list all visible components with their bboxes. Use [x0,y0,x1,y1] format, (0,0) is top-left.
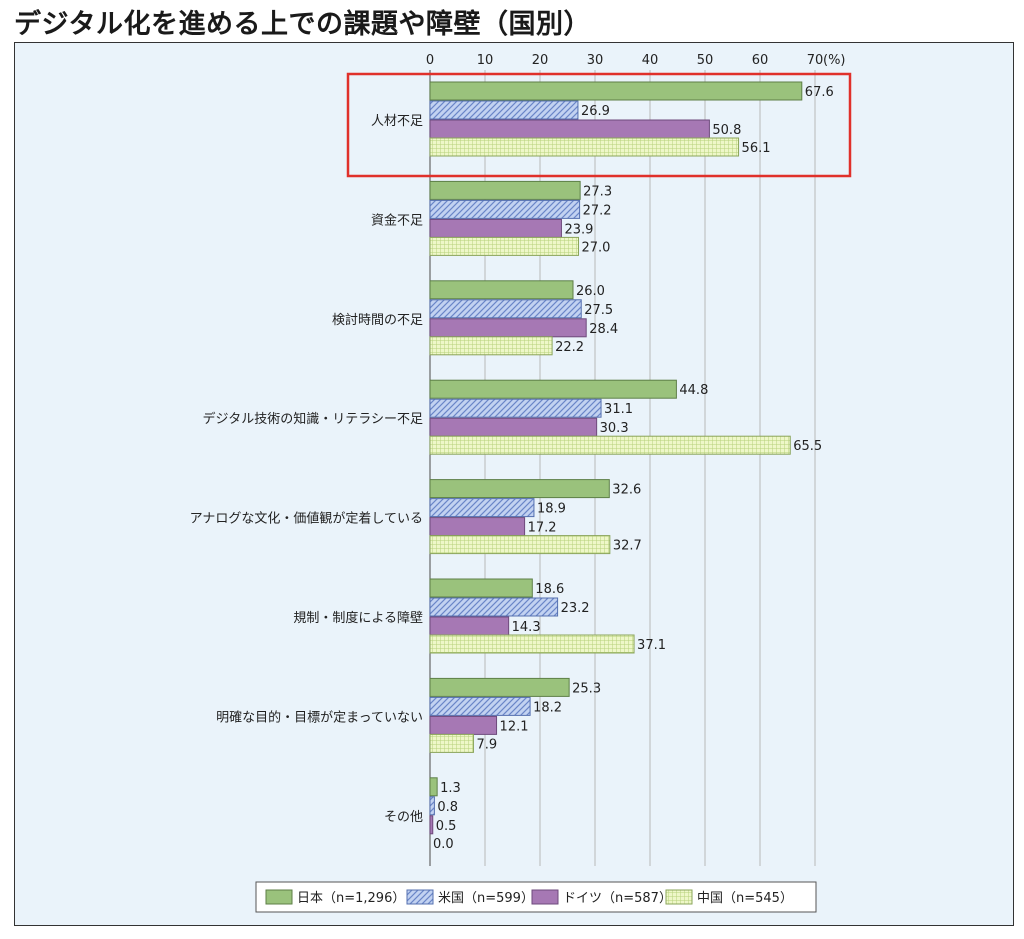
bar-germany [429,616,510,636]
x-tick-label: 30 [587,53,604,68]
value-label: 18.6 [535,582,564,597]
bar-japan [429,81,803,101]
value-label: 23.2 [561,601,590,616]
value-label: 27.2 [583,203,612,218]
value-label: 18.9 [537,502,566,517]
bar-germany [429,318,587,338]
bar-china [429,435,791,455]
value-label: 23.9 [564,222,593,237]
value-label: 0.5 [436,819,457,834]
value-label: 27.3 [583,184,612,199]
highlight-box [346,72,852,178]
bar-china [429,634,635,654]
legend-label-germany: ドイツ（n=587） [563,891,672,906]
bar-japan [429,777,438,797]
bar-china [429,236,579,256]
bar-germany [429,119,710,139]
value-label: 65.5 [793,439,822,454]
highlight-layer [346,72,852,178]
x-unit-label: (%) [823,53,846,68]
bar-china [429,733,474,753]
legend: 日本（n=1,296） 米国（n=599） ドイツ（n=587） 中国（n=545） [255,881,817,913]
category-label: デジタル技術の知識・リテラシー不足 [203,411,423,427]
value-label: 31.1 [604,402,633,417]
bar-japan [429,379,677,399]
bar-usa [429,100,579,120]
category-label: 資金不足 [371,212,423,228]
legend-label-japan: 日本（n=1,296） [297,891,405,906]
value-label: 67.6 [805,85,834,100]
bar-china [429,336,553,356]
value-label: 1.3 [440,781,461,796]
axis-ticks: 0 10 20 30 40 50 60 70 (%) [426,53,846,68]
value-label: 25.3 [572,681,601,696]
value-label: 14.3 [512,620,541,635]
value-label: 12.1 [500,719,529,734]
bar-usa [429,199,581,219]
value-label: 50.8 [712,123,741,138]
bar-usa [429,498,535,518]
value-label: 44.8 [679,383,708,398]
value-label: 17.2 [528,521,557,536]
legend-swatch-usa [406,889,434,905]
value-label: 22.2 [555,340,584,355]
legend-label-usa: 米国（n=599） [438,891,534,906]
bar-china [429,137,740,157]
x-tick-label: 70 [807,53,824,68]
bar-usa [429,299,582,319]
legend-swatch-china [665,889,693,905]
bar-japan [429,180,581,200]
category-label: 規制・制度による障壁 [293,610,423,626]
value-label: 0.8 [437,800,458,815]
category-label: その他 [384,810,423,825]
value-label: 27.0 [582,240,611,255]
bar-germany [429,815,434,835]
value-label: 26.0 [576,284,605,299]
bar-japan [429,280,574,300]
legend-swatch-germany [531,889,559,905]
category-label: 明確な目的・目標が定まっていない [216,709,423,725]
value-label: 28.4 [589,322,618,337]
page-title: デジタル化を進める上での課題や障壁（国別） [14,9,591,40]
value-label: 30.3 [600,421,629,436]
value-label: 32.6 [612,483,641,498]
category-labels-layer: 人材不足資金不足検討時間の不足デジタル技術の知識・リテラシー不足アナログな文化・… [190,114,423,825]
bar-germany [429,715,498,735]
bar-japan [429,677,570,697]
bar-usa [429,398,602,418]
bar-usa [429,597,559,617]
value-label: 37.1 [637,638,666,653]
x-tick-label: 60 [752,53,769,68]
value-label: 32.7 [613,539,642,554]
x-tick-label: 10 [477,53,494,68]
x-tick-label: 20 [532,53,549,68]
bar-japan [429,479,610,499]
x-tick-label: 40 [642,53,659,68]
value-label: 18.2 [533,700,562,715]
x-tick-label: 50 [697,53,714,68]
bars-layer [429,81,803,835]
category-label: アナログな文化・価値観が定着している [190,511,423,527]
category-label: 人材不足 [371,114,423,129]
bar-usa [429,696,531,716]
bar-usa [429,796,435,816]
bar-japan [429,578,533,598]
value-label: 27.5 [584,303,613,318]
bar-germany [429,517,526,537]
value-label: 26.9 [581,104,610,119]
value-label: 7.9 [476,737,497,752]
x-tick-label: 0 [426,53,434,68]
legend-label-china: 中国（n=545） [697,891,793,906]
category-label: 検討時間の不足 [332,312,423,328]
bar-china [429,535,611,555]
bar-germany [429,417,598,437]
legend-swatch-japan [265,889,293,905]
value-label: 0.0 [433,837,454,852]
bar-germany [429,218,562,238]
value-label: 56.1 [742,141,771,156]
value-labels-layer: 67.6 26.9 50.856.1 27.3 27.2 23.9 27.0 26.0 27.5… [433,85,834,852]
